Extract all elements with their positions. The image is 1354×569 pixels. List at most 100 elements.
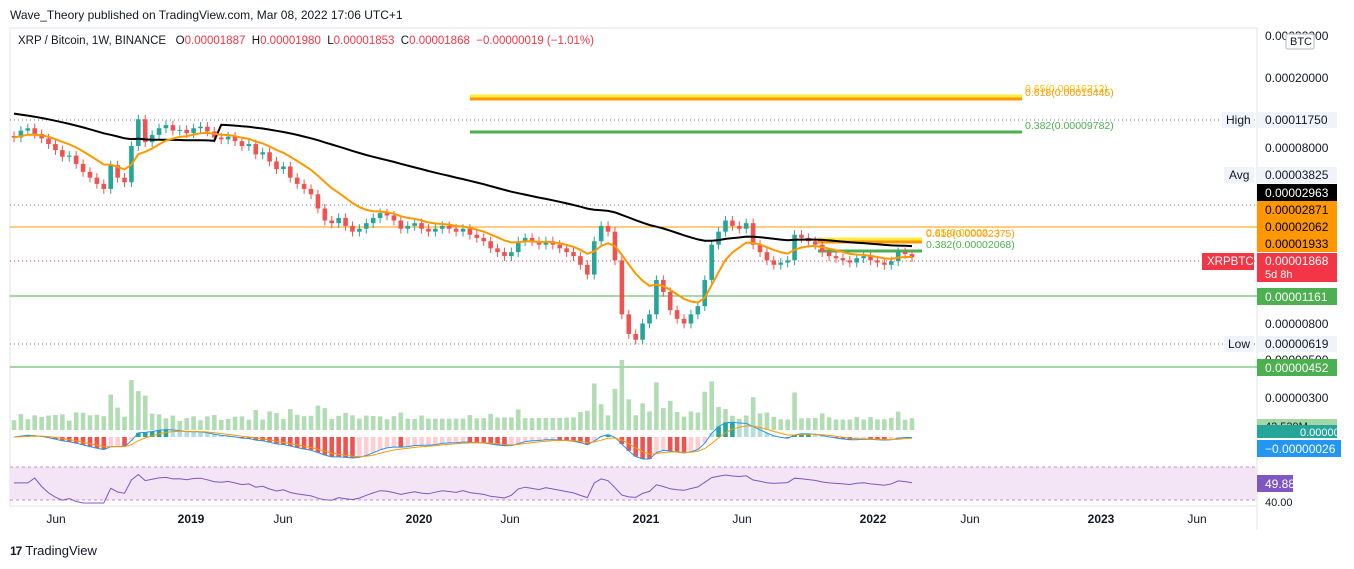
volume-bar <box>868 417 873 430</box>
volume-bar <box>281 418 286 430</box>
volume-bar <box>826 417 832 430</box>
volume-bar <box>246 419 252 430</box>
macd-bar <box>674 437 680 453</box>
volume-bar <box>481 418 487 430</box>
volume-bar <box>212 415 217 430</box>
volume-bar <box>764 412 770 430</box>
candle-body <box>902 252 908 255</box>
macd-bar <box>515 437 521 444</box>
avg-value-tag <box>1257 167 1337 183</box>
volume-bar <box>53 414 58 430</box>
candle-body <box>260 152 265 155</box>
macd-bar <box>667 437 673 451</box>
macd-bar <box>294 437 300 448</box>
volume-bar <box>667 400 673 430</box>
candle-body <box>412 223 417 226</box>
tradingview-brand: TradingView <box>25 543 97 558</box>
volume-bar <box>509 417 514 430</box>
macd-bar <box>792 435 797 437</box>
volume-bar <box>384 419 390 430</box>
candle-body <box>868 256 873 261</box>
macd-bar <box>875 437 880 440</box>
macd-bar <box>840 437 846 439</box>
volume-bar <box>267 411 272 430</box>
low-value-tag <box>1257 336 1337 352</box>
time-tick: 2020 <box>406 512 433 526</box>
candle-body <box>598 225 604 242</box>
price-tick: 0.00000300 <box>1265 391 1329 405</box>
candle-body <box>495 248 500 253</box>
volume-bar <box>308 415 314 430</box>
macd-bar <box>184 431 189 437</box>
volume-bar <box>398 412 404 430</box>
macd-bar <box>806 433 811 437</box>
macd-bar <box>882 437 887 441</box>
volume-bar <box>66 420 72 430</box>
macd-bar <box>357 437 362 458</box>
candle-body <box>405 225 411 229</box>
candle-body <box>94 177 100 184</box>
macd-bar <box>149 431 155 437</box>
macd-bar <box>771 435 777 437</box>
support-value-1161: 0.00001161 <box>1265 290 1328 304</box>
candle-body <box>861 256 866 259</box>
chart-legend[interactable]: XRP / Bitcoin, 1W, BINANCE O0.00001887 H… <box>18 35 594 47</box>
macd-bar <box>398 437 404 448</box>
volume-bar <box>474 418 480 430</box>
candle-body <box>647 314 652 324</box>
time-tick: 2022 <box>860 512 887 526</box>
orange-value-1: 0.00002871 <box>1265 203 1329 217</box>
time-axis[interactable]: Jun 2019 Jun 2020 Jun 2021 Jun 2022 Jun 2023 Jun <box>46 512 1206 526</box>
macd-bar <box>370 437 376 453</box>
current-price-tag <box>1257 253 1337 282</box>
macd-bar <box>709 433 714 437</box>
volume-bar <box>336 415 341 430</box>
macd-bar <box>453 437 459 443</box>
candle-body <box>308 188 314 195</box>
candle-body <box>743 223 749 229</box>
macd-bar <box>53 437 58 440</box>
macd-bar <box>73 437 79 444</box>
avg-tag <box>1224 167 1254 183</box>
candle-body <box>191 128 196 134</box>
candle-body <box>654 279 659 315</box>
symbol-title[interactable]: XRP / Bitcoin, 1W, BINANCE <box>18 35 167 47</box>
volume-bar <box>191 416 196 430</box>
candle-body <box>218 137 224 140</box>
volume-bar <box>177 421 183 430</box>
macd-bar <box>391 437 397 448</box>
tradingview-footer[interactable]: 17 TradingView <box>10 543 97 558</box>
macd-bar <box>474 437 480 443</box>
time-tick: Jun <box>960 512 979 526</box>
fib-lower-0618-label: 0.618(0.00002375) <box>926 228 1015 240</box>
macd-bar <box>108 437 114 447</box>
low-tag <box>1224 336 1254 352</box>
volume-bar <box>578 411 583 430</box>
macd-bar <box>681 437 687 454</box>
volume-bar <box>18 414 24 430</box>
volume-bar <box>647 411 652 430</box>
macd-bar <box>509 437 514 446</box>
candle-body <box>785 260 790 263</box>
candle-body <box>840 258 846 261</box>
volume-bar <box>60 414 65 430</box>
candle-body <box>488 241 493 249</box>
macd-bar <box>363 437 369 456</box>
macd-bar <box>750 426 756 437</box>
volume-bar <box>626 399 632 430</box>
candle-body <box>87 171 93 178</box>
macd-bar <box>488 437 493 445</box>
price-tick: 0.00000800 <box>1265 317 1329 331</box>
macd-bar <box>377 437 383 450</box>
candle-body <box>253 144 259 155</box>
volume-bar <box>439 418 445 430</box>
candle-body <box>453 228 459 232</box>
macd-bar <box>605 434 611 437</box>
currency-badge[interactable] <box>1285 33 1315 50</box>
macd-bar <box>633 437 638 457</box>
ema-long-value: 0.00002963 <box>1265 186 1329 200</box>
macd-bar <box>578 437 583 443</box>
volume-bar <box>294 414 300 430</box>
volume-bar <box>322 408 328 430</box>
